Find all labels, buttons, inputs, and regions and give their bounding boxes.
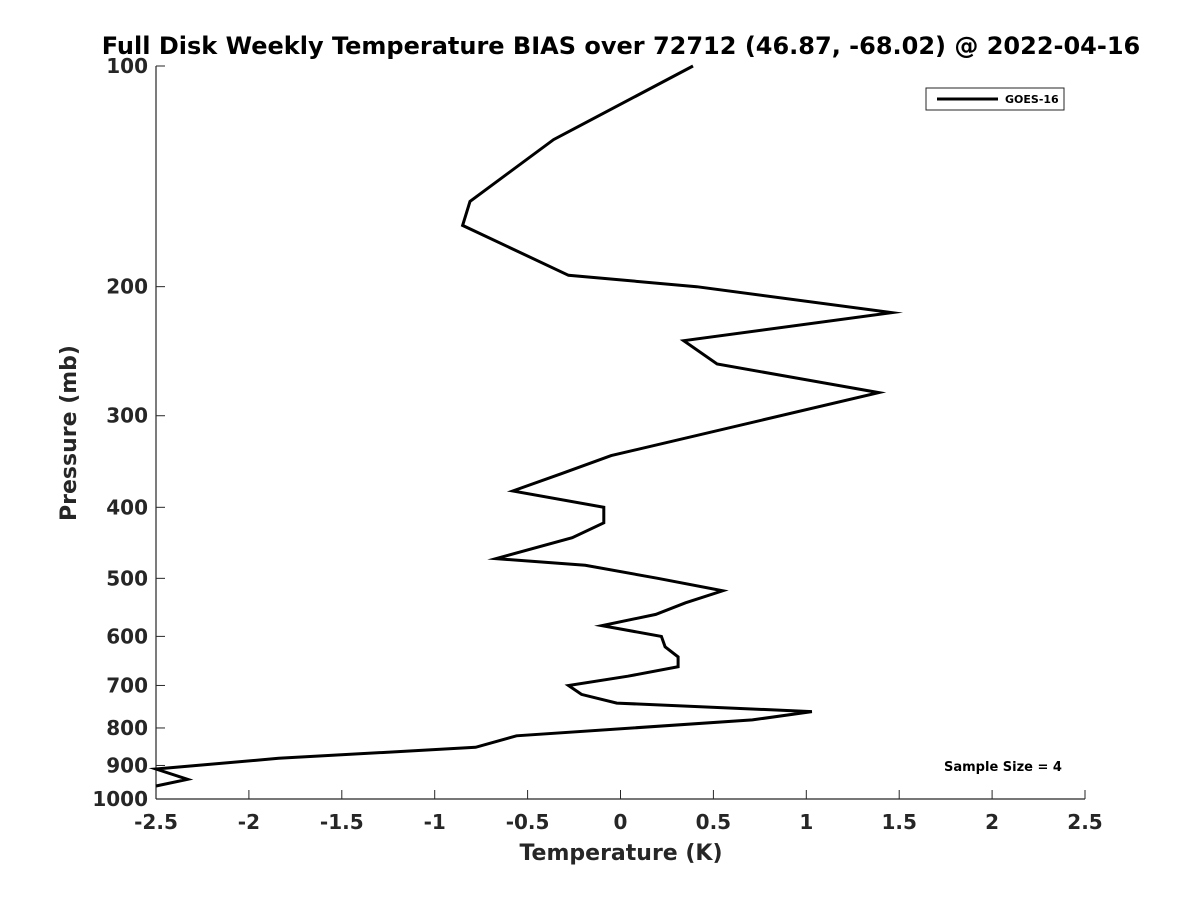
y-tick-label: 600 <box>106 624 148 648</box>
series-layer <box>148 64 904 788</box>
y-tick-label: 800 <box>106 716 148 740</box>
y-axis-ticks: 100 200 300 400 500 600 700 800 900 1000 <box>92 54 165 811</box>
y-tick-label: 500 <box>106 566 148 590</box>
y-tick-label: 1000 <box>92 787 148 811</box>
y-tick-label: 200 <box>106 275 148 299</box>
x-tick-label: 1.5 <box>881 810 916 834</box>
x-tick-label: -2 <box>238 810 260 834</box>
x-tick-label: 2 <box>985 810 999 834</box>
y-axis-label: Pressure (mb) <box>57 345 82 521</box>
x-tick-label: -0.5 <box>506 810 550 834</box>
x-tick-label: -1 <box>424 810 446 834</box>
x-tick-label: -2.5 <box>134 810 178 834</box>
y-tick-label: 400 <box>106 495 148 519</box>
legend-entry-goes-16: GOES-16 <box>1005 93 1059 106</box>
y-tick-label: 100 <box>106 54 148 78</box>
chart-title: Full Disk Weekly Temperature BIAS over 7… <box>102 32 1141 60</box>
y-tick-label: 900 <box>106 753 148 777</box>
x-tick-label: -1.5 <box>320 810 364 834</box>
sample-size-annotation: Sample Size = 4 <box>944 760 1062 775</box>
x-axis-ticks: -2.5 -2 -1.5 -1 -0.5 0 0.5 1 1.5 2 2.5 <box>134 790 1103 834</box>
x-axis-label: Temperature (K) <box>519 841 722 866</box>
legend: GOES-16 <box>925 87 1065 111</box>
x-tick-label: 0.5 <box>696 810 731 834</box>
y-tick-label: 700 <box>106 673 148 697</box>
x-tick-label: 0 <box>614 810 628 834</box>
x-tick-label: 1 <box>799 810 813 834</box>
x-tick-label: 2.5 <box>1067 810 1102 834</box>
series-line-goes-16 <box>148 64 904 788</box>
y-tick-label: 300 <box>106 404 148 428</box>
